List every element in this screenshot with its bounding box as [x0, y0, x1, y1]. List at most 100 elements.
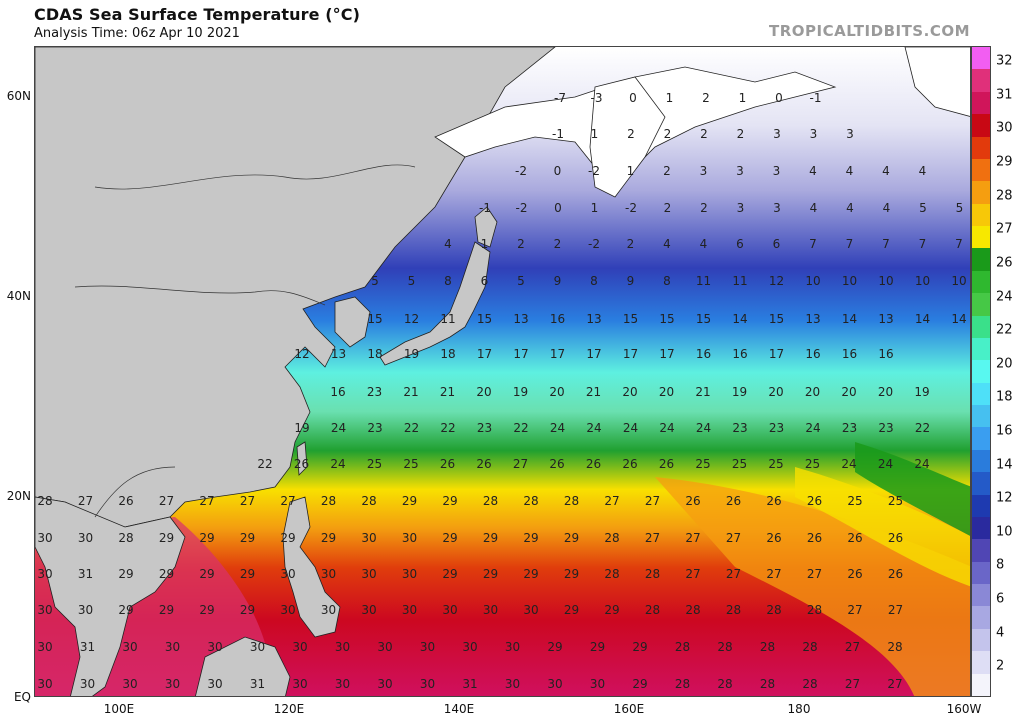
sst-value: 28	[675, 640, 690, 654]
sst-value: 27	[845, 677, 860, 691]
sst-value: 27	[685, 531, 700, 545]
sst-value: 28	[483, 494, 498, 508]
colorbar-segment	[972, 405, 990, 428]
sst-value: 25	[888, 494, 903, 508]
sst-value: 5	[517, 274, 525, 288]
korea	[334, 296, 371, 348]
colorbar-segment	[972, 360, 990, 384]
colorbar-segment	[972, 628, 990, 652]
sst-value: 27	[645, 494, 660, 508]
sst-value: 24	[331, 421, 346, 435]
sst-value: 30	[402, 531, 417, 545]
colorbar-label: 6	[996, 591, 1005, 607]
sst-value: 3	[773, 127, 781, 141]
sst-value: 2	[627, 237, 635, 251]
taiwan	[296, 441, 308, 476]
sst-value: 27	[280, 494, 295, 508]
lon-label-180: 180	[787, 702, 811, 716]
analysis-time: Analysis Time: 06z Apr 10 2021	[34, 26, 240, 41]
colorbar-segment	[972, 382, 990, 406]
sst-value: 28	[760, 677, 775, 691]
sst-map[interactable]: -7 -3 0 1 2 1 0 -1 -1 1 2 2 2 2 3 3 3 -2 0 -2 1 2 3 3 3 4 4 4 4 -1 -2 0…	[34, 46, 971, 697]
philippines	[282, 496, 341, 638]
sst-value: 19	[914, 385, 929, 399]
sst-value: 29	[632, 677, 647, 691]
sst-value: 28	[760, 640, 775, 654]
sst-value: 25	[732, 457, 747, 471]
sst-value: 25	[805, 457, 820, 471]
sst-value: 20	[878, 385, 893, 399]
sst-value: 30	[402, 603, 417, 617]
sst-value: 30	[420, 640, 435, 654]
colorbar-segment	[972, 472, 990, 496]
sst-value: -2	[588, 164, 600, 178]
sst-value: 31	[462, 677, 477, 691]
sst-value: 25	[847, 494, 862, 508]
sst-value: 26	[766, 494, 781, 508]
sst-value: 30	[292, 677, 307, 691]
sst-value: 29	[564, 567, 579, 581]
sst-value: 17	[477, 347, 492, 361]
lat-label-60n: 60N	[6, 89, 31, 103]
sst-value: 30	[321, 603, 336, 617]
sst-value: 24	[623, 421, 638, 435]
sst-value: 29	[280, 531, 295, 545]
sst-value: 28	[802, 640, 817, 654]
colorbar-segment	[972, 69, 990, 93]
sst-value: 12	[769, 274, 784, 288]
colorbar-label: 10	[996, 524, 1013, 540]
sst-value: 24	[659, 421, 674, 435]
sst-value: 30	[442, 603, 457, 617]
sst-value: 12	[404, 312, 419, 326]
sst-value: 31	[80, 640, 95, 654]
sst-value: 27	[887, 677, 902, 691]
colorbar-label: 2	[996, 658, 1005, 674]
sst-value: 25	[403, 457, 418, 471]
sst-value: 7	[882, 237, 890, 251]
sst-value: 30	[462, 640, 477, 654]
colorbar-label: 22	[996, 322, 1013, 338]
sst-value: 10	[805, 274, 820, 288]
sst-value: 26	[847, 531, 862, 545]
sst-value: 26	[766, 531, 781, 545]
sst-value: 11	[732, 274, 747, 288]
sst-value: 27	[604, 494, 619, 508]
sst-value: 3	[737, 201, 745, 215]
sst-value: 24	[586, 421, 601, 435]
sst-value: 17	[550, 347, 565, 361]
sst-value: 30	[37, 640, 52, 654]
sst-value: 29	[632, 640, 647, 654]
sst-value: 2	[517, 237, 525, 251]
sst-value: 28	[802, 677, 817, 691]
sst-value: 1	[666, 91, 674, 105]
lon-label-140e: 140E	[443, 702, 475, 716]
colorbar-label: 24	[996, 289, 1013, 305]
sst-value: 28	[685, 603, 700, 617]
sst-value: 29	[442, 567, 457, 581]
sst-value: 11	[696, 274, 711, 288]
sst-value: 24	[550, 421, 565, 435]
sst-value: 27	[726, 531, 741, 545]
colorbar-label: 28	[996, 188, 1013, 204]
colorbar-segment	[972, 337, 990, 361]
sst-value: 27	[847, 603, 862, 617]
sst-value: 30	[377, 640, 392, 654]
sst-value: 30	[402, 567, 417, 581]
sst-value: 30	[292, 640, 307, 654]
sst-value: 28	[523, 494, 538, 508]
colorbar-label: 4	[996, 625, 1005, 641]
colorbar-segment	[972, 203, 990, 227]
sst-value: 28	[675, 677, 690, 691]
lat-label-40n: 40N	[6, 289, 31, 303]
east-cool-tongue	[655, 477, 970, 696]
sst-value: 20	[659, 385, 674, 399]
colorbar-segment	[972, 158, 990, 182]
sst-value: 5	[956, 201, 964, 215]
colorbar-segment	[972, 651, 990, 675]
brand-watermark: TROPICALTIDBITS.COM	[769, 22, 970, 40]
colorbar-label: 26	[996, 255, 1013, 271]
sst-value: 30	[37, 567, 52, 581]
sst-value: 29	[240, 603, 255, 617]
sst-value: 16	[878, 347, 893, 361]
colorbar-segment	[972, 226, 990, 249]
